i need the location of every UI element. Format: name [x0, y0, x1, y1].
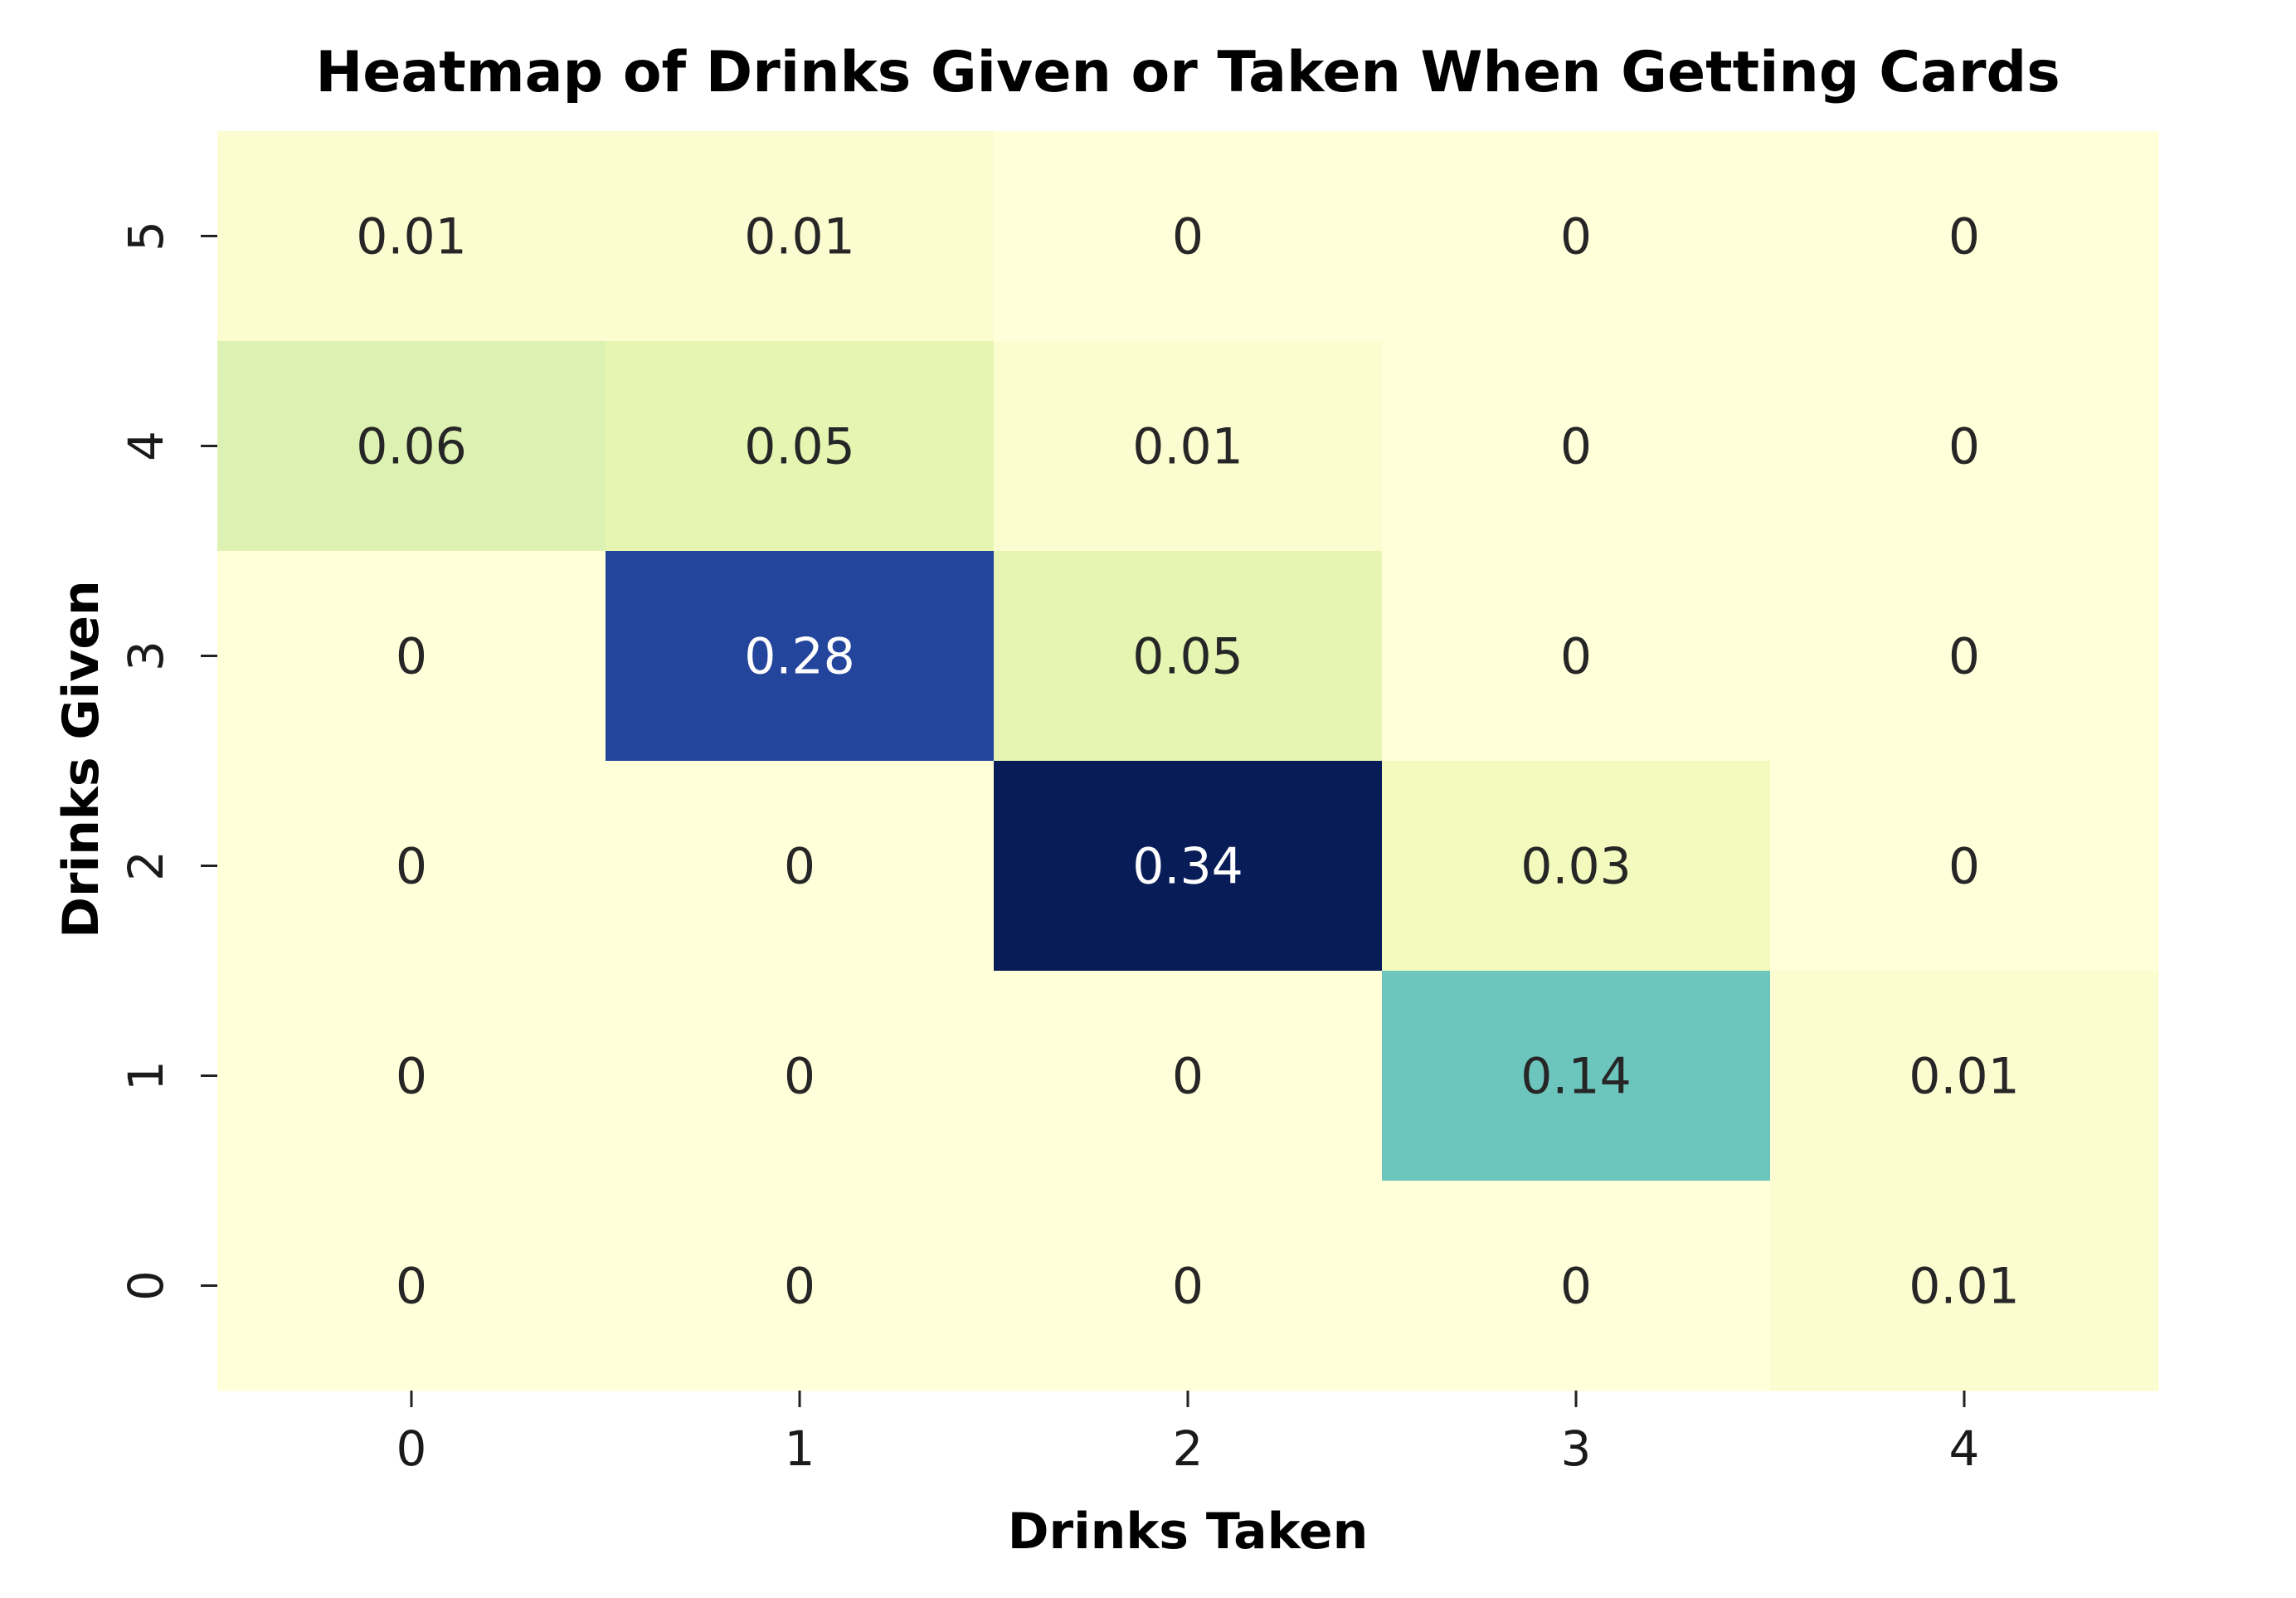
- y-tick-label-2: 2: [118, 850, 174, 881]
- heatmap-cell-r5-c2: [994, 1181, 1383, 1391]
- heatmap-cell-r5-c1: [606, 1181, 995, 1391]
- heatmap-cell-r0-c1: [606, 131, 995, 342]
- heatmap-cell-label-r3-c0: 0: [396, 838, 427, 896]
- heatmap-cell-r1-c1: [606, 341, 995, 552]
- y-tick-label-0: 0: [118, 1270, 174, 1301]
- heatmap-cell-label-r5-c1: 0: [784, 1258, 815, 1316]
- heatmap-cell-label-r2-c4: 0: [1948, 628, 1980, 686]
- heatmap-cell-label-r3-c4: 0: [1948, 838, 1980, 896]
- heatmap-cell-r1-c2: [994, 341, 1383, 552]
- heatmap-cell-r5-c3: [1382, 1181, 1771, 1391]
- y-tick-label-1: 1: [118, 1060, 174, 1091]
- heatmap-cell-label-r3-c3: 0.03: [1520, 838, 1632, 896]
- heatmap-cell-r3-c3: [1382, 761, 1771, 972]
- chart-title: Heatmap of Drinks Given or Taken When Ge…: [315, 40, 2060, 105]
- x-tick-label-1: 1: [785, 1420, 815, 1477]
- heatmap-cell-r4-c0: [217, 971, 606, 1181]
- y-tick-label-4: 4: [118, 431, 174, 461]
- heatmap-cell-label-r2-c3: 0: [1560, 628, 1592, 686]
- heatmap-cell-r4-c3: [1382, 971, 1771, 1181]
- heatmap-cell-label-r0-c0: 0.01: [356, 208, 467, 266]
- heatmap-cell-r0-c3: [1382, 131, 1771, 342]
- heatmap-cell-label-r1-c3: 0: [1560, 418, 1592, 476]
- heatmap-cell-label-r3-c2: 0.34: [1132, 838, 1243, 896]
- y-tick-label-3: 3: [118, 641, 174, 671]
- heatmap-cell-label-r2-c1: 0.28: [744, 628, 855, 686]
- heatmap-cell-r1-c0: [217, 341, 606, 552]
- heatmap-cell-r3-c4: [1770, 761, 2159, 972]
- x-tick-label-2: 2: [1173, 1420, 1204, 1477]
- heatmap-cell-r1-c4: [1770, 341, 2159, 552]
- heatmap-cell-label-r0-c2: 0: [1172, 208, 1204, 266]
- heatmap-cell-label-r0-c4: 0: [1948, 208, 1980, 266]
- heatmap-cell-label-r4-c4: 0.01: [1909, 1048, 2020, 1106]
- heatmap-cell-label-r5-c3: 0: [1560, 1258, 1592, 1316]
- x-axis-ticks: 0 1 2 3 4: [396, 1391, 1980, 1477]
- x-tick-label-3: 3: [1561, 1420, 1592, 1477]
- heatmap-cell-r4-c2: [994, 971, 1383, 1181]
- heatmap-cell-r4-c1: [606, 971, 995, 1181]
- heatmap-cell-r0-c4: [1770, 131, 2159, 342]
- heatmap-cell-label-r5-c0: 0: [396, 1258, 427, 1316]
- heatmap-cell-label-r3-c1: 0: [784, 838, 815, 896]
- heatmap-cell-r5-c0: [217, 1181, 606, 1391]
- heatmap-cell-r3-c1: [606, 761, 995, 972]
- heatmap-cell-r2-c0: [217, 551, 606, 762]
- heatmap-cell-label-r2-c2: 0.05: [1132, 628, 1243, 686]
- heatmap-cell-r0-c2: [994, 131, 1383, 342]
- y-tick-label-5: 5: [118, 221, 174, 251]
- heatmap-cell-label-r1-c0: 0.06: [356, 418, 467, 476]
- heatmap-cell-label-r5-c4: 0.01: [1909, 1258, 2020, 1316]
- heatmap-cell-label-r4-c1: 0: [784, 1048, 815, 1106]
- heatmap-cell-label-r4-c3: 0.14: [1520, 1048, 1632, 1106]
- heatmap-cell-r5-c4: [1770, 1181, 2159, 1391]
- x-axis-label: Drinks Taken: [1008, 1503, 1369, 1561]
- y-axis-ticks: 5 4 3 2 1 0: [118, 221, 217, 1301]
- heatmap-cell-r2-c3: [1382, 551, 1771, 762]
- heatmap-cell-r0-c0: [217, 131, 606, 342]
- heatmap-cell-r2-c4: [1770, 551, 2159, 762]
- heatmap-cell-label-r5-c2: 0: [1172, 1258, 1204, 1316]
- heatmap-cell-label-r1-c4: 0: [1948, 418, 1980, 476]
- heatmap-cell-label-r4-c2: 0: [1172, 1048, 1204, 1106]
- heatmap-cell-label-r1-c1: 0.05: [744, 418, 855, 476]
- x-tick-label-4: 4: [1949, 1420, 1980, 1477]
- heatmap-cell-r2-c1: [606, 551, 995, 762]
- heatmap-cell-label-r1-c2: 0.01: [1132, 418, 1243, 476]
- heatmap-cells: 0.01 0.01 0 0 0 0.06 0.05 0.01 0 0 0 0.28 0.05 0 0 0 0 0.…: [217, 131, 2159, 1391]
- y-axis-label: Drinks Given: [52, 580, 110, 938]
- heatmap-cell-r1-c3: [1382, 341, 1771, 552]
- x-tick-label-0: 0: [396, 1420, 427, 1477]
- heatmap-cell-r4-c4: [1770, 971, 2159, 1181]
- heatmap-cell-label-r0-c3: 0: [1560, 208, 1592, 266]
- heatmap-cell-label-r2-c0: 0: [396, 628, 427, 686]
- heatmap-cell-label-r0-c1: 0.01: [744, 208, 855, 266]
- heatmap-cell-r2-c2: [994, 551, 1383, 762]
- heatmap-cell-label-r4-c0: 0: [396, 1048, 427, 1106]
- heatmap-cell-r3-c2: [994, 761, 1383, 972]
- heatmap-cell-r3-c0: [217, 761, 606, 972]
